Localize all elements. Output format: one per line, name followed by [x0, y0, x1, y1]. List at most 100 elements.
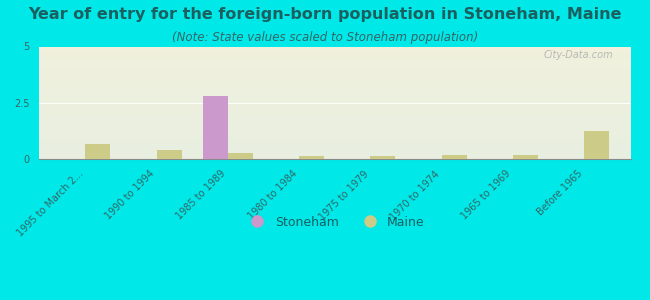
- Bar: [39, 83, 630, 84]
- Bar: [39, 120, 630, 121]
- Bar: [39, 125, 630, 126]
- Legend: Stoneham, Maine: Stoneham, Maine: [240, 211, 430, 234]
- Bar: [39, 137, 630, 138]
- Bar: [39, 106, 630, 107]
- Bar: [39, 121, 630, 122]
- Bar: [39, 96, 630, 97]
- Bar: [39, 104, 630, 105]
- Bar: [39, 71, 630, 72]
- Bar: [441, 155, 467, 159]
- Text: City-Data.com: City-Data.com: [543, 50, 613, 60]
- Bar: [39, 92, 630, 93]
- Bar: [39, 130, 630, 131]
- Bar: [39, 141, 630, 142]
- Bar: [228, 153, 253, 159]
- Bar: [39, 82, 630, 83]
- Bar: [39, 144, 630, 145]
- Text: Year of entry for the foreign-born population in Stoneham, Maine: Year of entry for the foreign-born popul…: [28, 8, 622, 22]
- Bar: [39, 111, 630, 112]
- Bar: [39, 56, 630, 57]
- Bar: [39, 102, 630, 103]
- Bar: [39, 77, 630, 78]
- Bar: [39, 133, 630, 134]
- Bar: [39, 65, 630, 66]
- Bar: [39, 81, 630, 82]
- Bar: [39, 85, 630, 86]
- Bar: [39, 76, 630, 77]
- Bar: [39, 107, 630, 108]
- Bar: [39, 110, 630, 111]
- Bar: [39, 55, 630, 56]
- Bar: [85, 144, 111, 159]
- Bar: [39, 89, 630, 90]
- Bar: [39, 128, 630, 129]
- Bar: [39, 147, 630, 148]
- Bar: [299, 156, 324, 159]
- Bar: [39, 98, 630, 99]
- Bar: [39, 54, 630, 55]
- Bar: [39, 149, 630, 150]
- Bar: [39, 126, 630, 127]
- Bar: [39, 62, 630, 63]
- Bar: [39, 58, 630, 59]
- Bar: [39, 97, 630, 98]
- Bar: [39, 132, 630, 133]
- Bar: [39, 142, 630, 143]
- Bar: [39, 143, 630, 144]
- Text: (Note: State values scaled to Stoneham population): (Note: State values scaled to Stoneham p…: [172, 32, 478, 44]
- Bar: [39, 115, 630, 116]
- Bar: [39, 64, 630, 65]
- Bar: [39, 156, 630, 157]
- Bar: [39, 47, 630, 48]
- Bar: [39, 46, 630, 47]
- Bar: [39, 70, 630, 71]
- Bar: [39, 52, 630, 53]
- Bar: [39, 100, 630, 101]
- Bar: [39, 93, 630, 94]
- Bar: [39, 57, 630, 58]
- Bar: [39, 129, 630, 130]
- Bar: [39, 67, 630, 68]
- Bar: [39, 117, 630, 118]
- Bar: [39, 157, 630, 158]
- Bar: [39, 148, 630, 149]
- Bar: [203, 96, 228, 159]
- Bar: [39, 68, 630, 69]
- Bar: [39, 145, 630, 146]
- Bar: [39, 59, 630, 60]
- Bar: [39, 146, 630, 147]
- Bar: [39, 90, 630, 91]
- Bar: [39, 74, 630, 75]
- Bar: [39, 119, 630, 120]
- Bar: [157, 150, 181, 159]
- Bar: [39, 60, 630, 61]
- Bar: [39, 99, 630, 100]
- Bar: [39, 138, 630, 139]
- Bar: [39, 108, 630, 109]
- Bar: [39, 112, 630, 113]
- Bar: [39, 78, 630, 79]
- Bar: [39, 134, 630, 135]
- Bar: [39, 123, 630, 124]
- Bar: [39, 114, 630, 115]
- Bar: [39, 136, 630, 137]
- Bar: [39, 87, 630, 88]
- Bar: [39, 140, 630, 141]
- Bar: [39, 50, 630, 51]
- Bar: [39, 105, 630, 106]
- Bar: [39, 153, 630, 154]
- Bar: [39, 72, 630, 73]
- Bar: [39, 94, 630, 95]
- Bar: [39, 154, 630, 155]
- Bar: [39, 49, 630, 50]
- Bar: [39, 113, 630, 114]
- Bar: [39, 151, 630, 152]
- Bar: [584, 131, 609, 159]
- Bar: [39, 122, 630, 123]
- Bar: [39, 75, 630, 76]
- Bar: [39, 150, 630, 151]
- Bar: [39, 103, 630, 104]
- Bar: [39, 88, 630, 89]
- Bar: [39, 135, 630, 136]
- Bar: [39, 69, 630, 70]
